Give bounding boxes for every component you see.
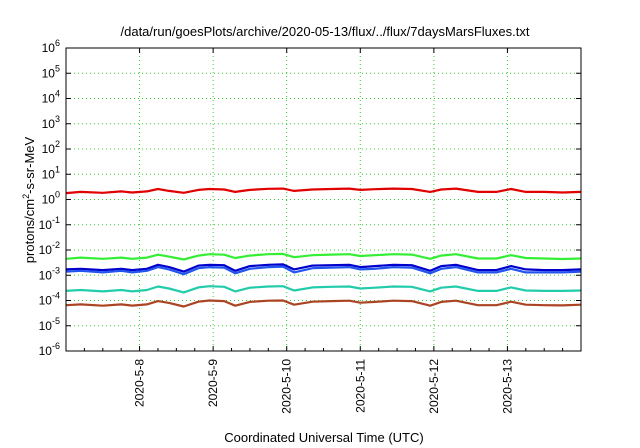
y-tick-base: 10 — [42, 167, 56, 181]
series-line-2 — [65, 263, 582, 273]
x-tick-label: 2020-5-10 — [280, 359, 294, 414]
y-tick-base: 10 — [42, 66, 56, 80]
y-axis-label-rest: -s-sr-MeV — [22, 136, 37, 193]
y-tick-label: 10-5 — [39, 316, 60, 333]
x-axis-label: Coordinated Universal Time (UTC) — [224, 430, 423, 445]
y-tick-base: 10 — [42, 41, 56, 55]
y-tick-exponent: -1 — [52, 215, 60, 225]
x-tick-labels: 2020-5-8 2020-5-9 2020-5-10 2020-5-11 2020-5… — [133, 359, 515, 414]
y-tick-exponent: -4 — [52, 291, 60, 301]
y-axis-label-base: protons/cm — [22, 199, 37, 263]
y-tick-base: 10 — [42, 142, 56, 156]
y-tick-base: 10 — [39, 268, 53, 282]
x-tick-label: 2020-5-13 — [500, 359, 514, 414]
y-tick-label: 106 — [42, 38, 60, 55]
series-line-4 — [65, 285, 582, 294]
y-tick-label: 10-4 — [39, 291, 60, 308]
y-tick-label: 10-1 — [39, 215, 60, 232]
y-tick-exponent: -5 — [52, 316, 60, 326]
y-tick-base: 10 — [39, 243, 53, 257]
y-tick-base: 10 — [39, 294, 53, 308]
y-tick-label: 10-2 — [39, 240, 60, 257]
y-tick-label: 102 — [42, 139, 60, 156]
x-tick-label: 2020-5-8 — [133, 359, 147, 407]
plot-frame — [65, 47, 582, 352]
series-line-0 — [65, 187, 582, 195]
y-tick-label: 10-3 — [39, 265, 60, 282]
chart-title: /data/run/goesPlots/archive/2020-05-13/f… — [121, 24, 530, 39]
y-tick-label: 104 — [42, 89, 60, 106]
y-tick-base: 10 — [42, 193, 56, 207]
y-tick-exponent: 6 — [55, 38, 60, 48]
series-line-3 — [65, 265, 582, 276]
y-tick-label: 103 — [42, 114, 60, 131]
y-tick-exponent: -6 — [52, 341, 60, 351]
y-tick-base: 10 — [42, 117, 56, 131]
series-line-5 — [65, 299, 582, 308]
y-tick-exponent: 4 — [55, 89, 60, 99]
y-tick-base: 10 — [39, 218, 53, 232]
y-tick-exponent: 0 — [55, 190, 60, 200]
x-tick-label: 2020-5-12 — [427, 359, 441, 414]
y-tick-exponent: 2 — [55, 139, 60, 149]
y-tick-label: 101 — [42, 164, 60, 181]
y-tick-base: 10 — [39, 344, 53, 358]
y-tick-exponent: -2 — [52, 240, 60, 250]
y-tick-exponent: 1 — [55, 164, 60, 174]
y-tick-label: 100 — [42, 190, 60, 207]
y-tick-label: 10-6 — [39, 341, 60, 358]
x-tick-label: 2020-5-11 — [353, 359, 367, 413]
y-tick-base: 10 — [42, 92, 56, 106]
y-tick-exponent: 5 — [55, 63, 60, 73]
y-tick-exponent: 3 — [55, 114, 60, 124]
series-layer — [65, 187, 582, 308]
y-tick-base: 10 — [39, 319, 53, 333]
y-tick-label: 105 — [42, 63, 60, 80]
y-tick-labels: 10-610-510-410-310-210-11001011021031041… — [39, 38, 60, 358]
x-tick-label: 2020-5-9 — [206, 359, 220, 407]
y-axis-label: protons/cm2-s-sr-MeV — [21, 136, 37, 263]
series-line-1 — [65, 252, 582, 261]
y-tick-exponent: -3 — [52, 265, 60, 275]
y-axis-label-sup: 2 — [21, 194, 31, 199]
